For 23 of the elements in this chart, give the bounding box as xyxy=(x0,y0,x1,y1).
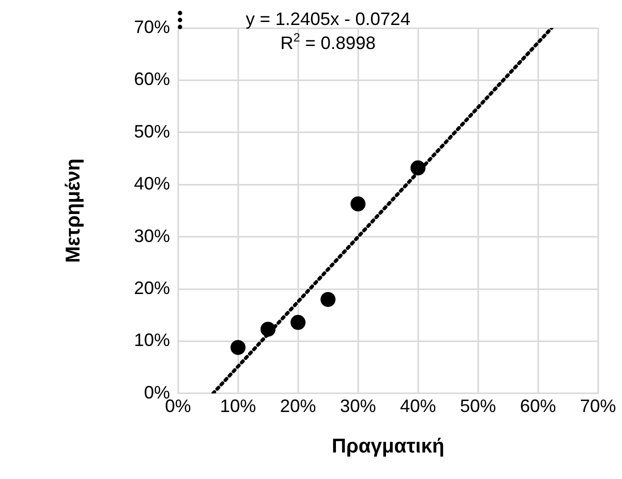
y-axis-title: Μετρημένη xyxy=(62,158,85,263)
x-tick-label: 20% xyxy=(280,396,316,416)
y-tick-label: 20% xyxy=(134,278,170,298)
x-axis-title: Πραγματική xyxy=(332,436,444,458)
x-tick-label: 40% xyxy=(400,396,436,416)
y-tick-label: 40% xyxy=(134,174,170,194)
y-tick-label: 50% xyxy=(134,121,170,142)
point xyxy=(410,160,426,176)
y-tick-label: 10% xyxy=(134,330,170,350)
y-tick-label: 60% xyxy=(134,69,170,90)
x-tick-label: 50% xyxy=(460,396,496,416)
y-tick-label: 30% xyxy=(134,226,170,246)
point xyxy=(260,322,276,337)
x-tick-label: 60% xyxy=(520,396,556,416)
point xyxy=(350,196,366,212)
x-tick-label: 30% xyxy=(340,396,376,416)
x-tick-label: 70% xyxy=(580,396,616,416)
y-tick-label: 70% xyxy=(134,16,170,37)
annotation: y = 1.2405x - 0.0724 xyxy=(246,8,410,29)
point xyxy=(290,314,306,330)
point xyxy=(320,292,336,307)
point xyxy=(230,340,246,355)
x-tick-label: 10% xyxy=(220,396,256,416)
